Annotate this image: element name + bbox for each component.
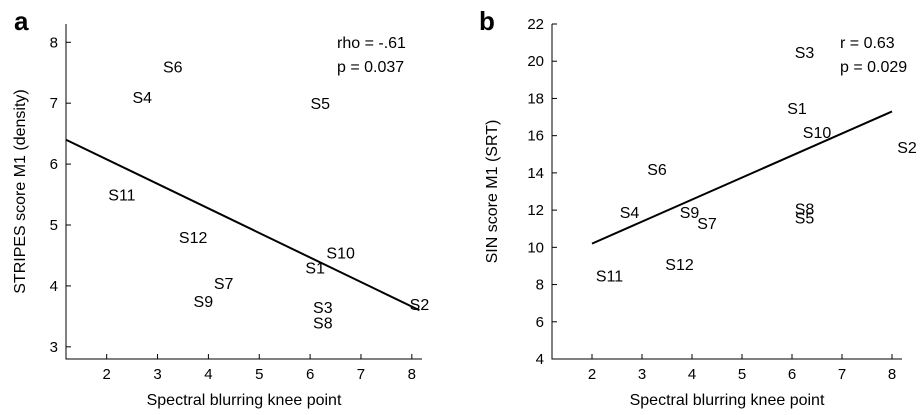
x-tick-label-b: 5 bbox=[738, 366, 746, 383]
panel-letter-a: a bbox=[14, 6, 29, 36]
x-tick-label-b: 3 bbox=[638, 366, 646, 383]
x-tick-label-a: 8 bbox=[408, 366, 416, 383]
y-tick-label-b: 12 bbox=[527, 202, 544, 219]
point-label-s6: S6 bbox=[163, 60, 183, 77]
x-tick-label-b: 6 bbox=[788, 366, 796, 383]
point-label-s8: S8 bbox=[313, 315, 333, 332]
x-tick-label-b: 4 bbox=[688, 366, 696, 383]
x-tick-label-a: 3 bbox=[153, 366, 161, 383]
stat-r: r = 0.63 bbox=[840, 35, 895, 52]
x-tick-label-a: 7 bbox=[357, 366, 365, 383]
y-tick-label-a: 5 bbox=[50, 217, 58, 234]
y-tick-label-b: 4 bbox=[536, 351, 544, 368]
y-tick-label-b: 10 bbox=[527, 239, 544, 256]
regression-line-a bbox=[65, 138, 420, 312]
x-tick-label-a: 2 bbox=[103, 366, 111, 383]
point-label-s3: S3 bbox=[313, 300, 333, 317]
y-tick-label-b: 14 bbox=[527, 165, 544, 182]
point-label-s4: S4 bbox=[620, 205, 640, 222]
point-label-s12: S12 bbox=[179, 230, 208, 247]
point-label-s11: S11 bbox=[596, 268, 623, 285]
x-tick-label-b: 2 bbox=[588, 366, 596, 383]
panel-letter-b: b bbox=[479, 6, 495, 36]
point-label-s7: S7 bbox=[697, 216, 717, 233]
y-tick-label-a: 4 bbox=[50, 278, 58, 295]
y-tick-label-b: 20 bbox=[527, 53, 544, 70]
y-tick-label-a: 3 bbox=[50, 339, 58, 356]
x-tick-label-a: 6 bbox=[306, 366, 314, 383]
point-label-s5: S5 bbox=[310, 96, 330, 113]
y-tick-label-a: 6 bbox=[50, 156, 58, 173]
stat-p-a: p = 0.037 bbox=[337, 59, 404, 76]
x-axis-label-b: Spectral blurring knee point bbox=[630, 392, 825, 409]
y-tick-label-b: 18 bbox=[527, 90, 544, 107]
point-label-s3: S3 bbox=[795, 45, 815, 62]
y-tick-label-b: 16 bbox=[527, 128, 544, 145]
x-tick-label-a: 5 bbox=[255, 366, 263, 383]
point-label-s4: S4 bbox=[132, 90, 152, 107]
point-label-s1: S1 bbox=[787, 101, 807, 118]
x-axis-label-a: Spectral blurring knee point bbox=[147, 392, 342, 409]
point-label-s12: S12 bbox=[665, 257, 694, 274]
y-tick-label-b: 22 bbox=[527, 16, 544, 33]
y-axis-label-a: STRIPES score M1 (density) bbox=[12, 89, 29, 294]
point-label-s9: S9 bbox=[194, 294, 214, 311]
axes-a bbox=[65, 24, 422, 360]
y-tick-label-a: 8 bbox=[50, 34, 58, 51]
y-tick-label-a: 7 bbox=[50, 95, 58, 112]
point-label-s5: S5 bbox=[795, 211, 815, 228]
point-label-s2: S2 bbox=[410, 297, 430, 314]
point-label-s1: S1 bbox=[305, 261, 325, 278]
y-tick-label-b: 6 bbox=[536, 314, 544, 331]
regression-line-b bbox=[591, 110, 893, 245]
point-label-s10: S10 bbox=[326, 245, 355, 262]
point-label-s7: S7 bbox=[214, 276, 234, 293]
x-tick-label-a: 4 bbox=[204, 366, 212, 383]
x-tick-label-b: 7 bbox=[838, 366, 846, 383]
point-label-s2: S2 bbox=[897, 140, 917, 157]
y-tick-label-b: 8 bbox=[536, 277, 544, 294]
x-tick-label-b: 8 bbox=[888, 366, 896, 383]
point-label-s9: S9 bbox=[680, 205, 700, 222]
point-label-s10: S10 bbox=[803, 125, 832, 142]
point-label-s6: S6 bbox=[647, 162, 667, 179]
point-label-s11: S11 bbox=[108, 188, 135, 205]
stat-rho: rho = -.61 bbox=[337, 35, 406, 52]
y-axis-label-b: SIN score M1 (SRT) bbox=[484, 120, 501, 264]
stat-p-b: p = 0.029 bbox=[840, 59, 907, 76]
panel-a: a Spectral blurring knee point STRIPES s… bbox=[12, 6, 429, 409]
point-label-s8: S8 bbox=[795, 201, 815, 218]
panel-b: b Spectral blurring knee point SIN score… bbox=[479, 6, 917, 409]
